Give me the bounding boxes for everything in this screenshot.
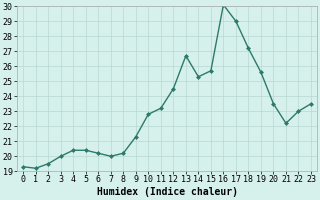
X-axis label: Humidex (Indice chaleur): Humidex (Indice chaleur): [97, 187, 237, 197]
